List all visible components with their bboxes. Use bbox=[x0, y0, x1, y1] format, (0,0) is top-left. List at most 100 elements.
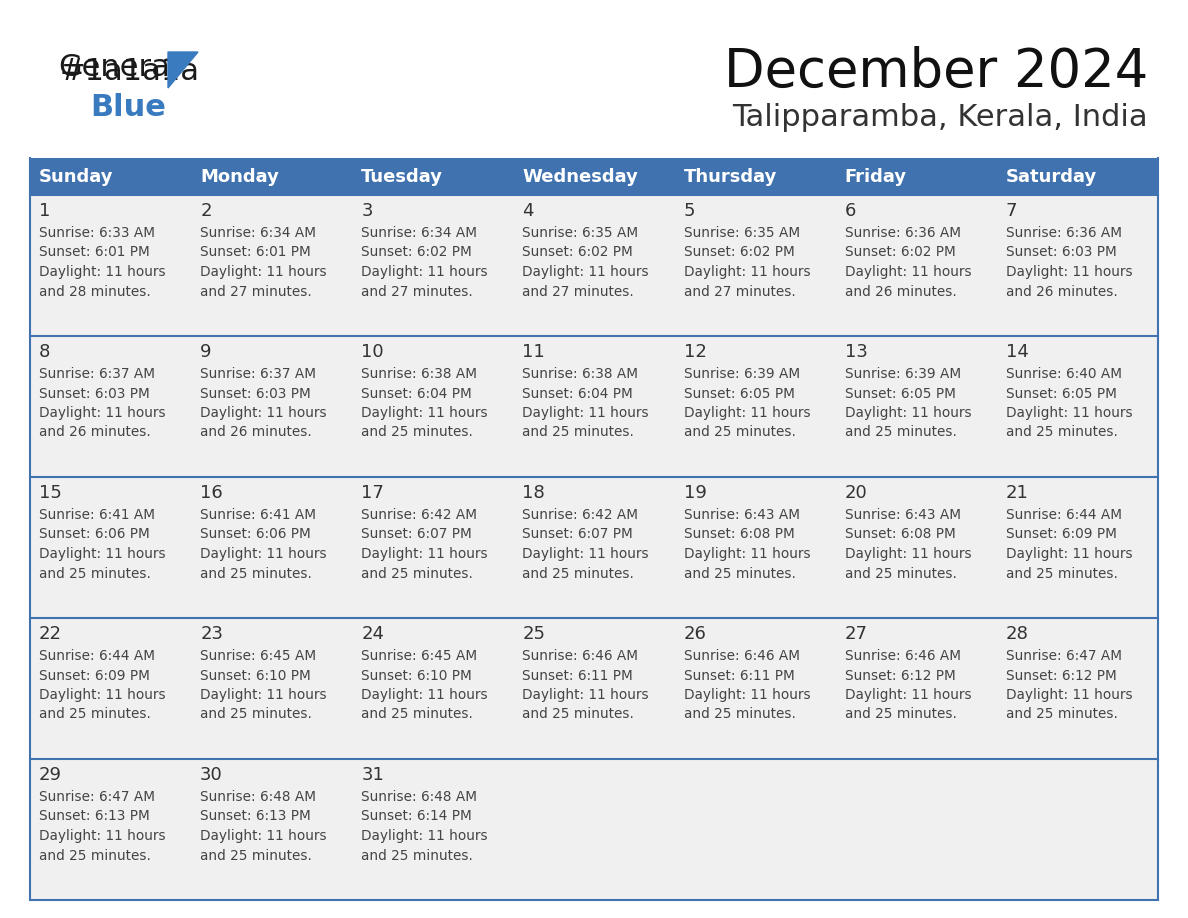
Text: 1: 1 bbox=[39, 202, 50, 220]
Text: Daylight: 11 hours: Daylight: 11 hours bbox=[523, 688, 649, 702]
Text: Sunrise: 6:43 AM: Sunrise: 6:43 AM bbox=[845, 508, 961, 522]
Text: Daylight: 11 hours: Daylight: 11 hours bbox=[361, 688, 488, 702]
Text: Sunrise: 6:37 AM: Sunrise: 6:37 AM bbox=[39, 367, 154, 381]
Bar bbox=[997, 336, 1158, 477]
Text: and 25 minutes.: and 25 minutes. bbox=[683, 426, 796, 440]
Text: and 25 minutes.: and 25 minutes. bbox=[39, 848, 151, 863]
Bar bbox=[835, 158, 997, 195]
Text: 14: 14 bbox=[1006, 343, 1029, 361]
Text: Sunset: 6:07 PM: Sunset: 6:07 PM bbox=[523, 528, 633, 542]
Text: Daylight: 11 hours: Daylight: 11 hours bbox=[200, 829, 327, 843]
Text: 9: 9 bbox=[200, 343, 211, 361]
Text: Daylight: 11 hours: Daylight: 11 hours bbox=[1006, 406, 1132, 420]
Text: Daylight: 11 hours: Daylight: 11 hours bbox=[361, 406, 488, 420]
Bar bbox=[997, 195, 1158, 336]
Text: General: General bbox=[58, 53, 178, 83]
Text: Sunrise: 6:37 AM: Sunrise: 6:37 AM bbox=[200, 367, 316, 381]
Text: Sunrise: 6:39 AM: Sunrise: 6:39 AM bbox=[683, 367, 800, 381]
Text: 3: 3 bbox=[361, 202, 373, 220]
Text: 8: 8 bbox=[39, 343, 50, 361]
Text: 13: 13 bbox=[845, 343, 867, 361]
Text: 25: 25 bbox=[523, 625, 545, 643]
Text: Sunset: 6:09 PM: Sunset: 6:09 PM bbox=[1006, 528, 1117, 542]
Text: and 26 minutes.: and 26 minutes. bbox=[1006, 285, 1118, 298]
Bar bbox=[513, 158, 675, 195]
Text: 6: 6 bbox=[845, 202, 857, 220]
Text: Sunset: 6:14 PM: Sunset: 6:14 PM bbox=[361, 810, 472, 823]
Bar bbox=[997, 618, 1158, 759]
Text: Daylight: 11 hours: Daylight: 11 hours bbox=[683, 547, 810, 561]
Text: Daylight: 11 hours: Daylight: 11 hours bbox=[200, 265, 327, 279]
Bar bbox=[835, 759, 997, 900]
Bar bbox=[513, 195, 675, 336]
Text: Sunrise: 6:41 AM: Sunrise: 6:41 AM bbox=[200, 508, 316, 522]
Text: Sunrise: 6:47 AM: Sunrise: 6:47 AM bbox=[39, 790, 154, 804]
Text: and 25 minutes.: and 25 minutes. bbox=[361, 708, 473, 722]
Text: 29: 29 bbox=[39, 766, 62, 784]
Text: 19: 19 bbox=[683, 484, 707, 502]
Text: 12: 12 bbox=[683, 343, 707, 361]
Text: Daylight: 11 hours: Daylight: 11 hours bbox=[200, 547, 327, 561]
Text: Sunset: 6:05 PM: Sunset: 6:05 PM bbox=[1006, 386, 1117, 400]
Text: and 25 minutes.: and 25 minutes. bbox=[523, 708, 634, 722]
Bar bbox=[675, 759, 835, 900]
Text: Sunset: 6:04 PM: Sunset: 6:04 PM bbox=[361, 386, 472, 400]
Text: Daylight: 11 hours: Daylight: 11 hours bbox=[39, 265, 165, 279]
Text: and 25 minutes.: and 25 minutes. bbox=[683, 708, 796, 722]
Text: and 25 minutes.: and 25 minutes. bbox=[845, 708, 956, 722]
Text: Daylight: 11 hours: Daylight: 11 hours bbox=[361, 829, 488, 843]
Text: Wednesday: Wednesday bbox=[523, 167, 638, 185]
Text: Sunrise: 6:39 AM: Sunrise: 6:39 AM bbox=[845, 367, 961, 381]
Text: and 26 minutes.: and 26 minutes. bbox=[845, 285, 956, 298]
Text: Daylight: 11 hours: Daylight: 11 hours bbox=[845, 265, 972, 279]
Bar bbox=[191, 336, 353, 477]
Bar bbox=[353, 336, 513, 477]
Text: Sunrise: 6:38 AM: Sunrise: 6:38 AM bbox=[361, 367, 478, 381]
Text: Sunrise: 6:42 AM: Sunrise: 6:42 AM bbox=[361, 508, 478, 522]
Bar bbox=[835, 618, 997, 759]
Text: and 25 minutes.: and 25 minutes. bbox=[845, 566, 956, 580]
Text: 11: 11 bbox=[523, 343, 545, 361]
Text: and 25 minutes.: and 25 minutes. bbox=[361, 566, 473, 580]
Text: Sunrise: 6:48 AM: Sunrise: 6:48 AM bbox=[200, 790, 316, 804]
Bar bbox=[353, 195, 513, 336]
Text: Sunset: 6:02 PM: Sunset: 6:02 PM bbox=[361, 245, 472, 260]
Text: Saturday: Saturday bbox=[1006, 167, 1097, 185]
Text: Sunrise: 6:43 AM: Sunrise: 6:43 AM bbox=[683, 508, 800, 522]
Text: Daylight: 11 hours: Daylight: 11 hours bbox=[1006, 265, 1132, 279]
Bar bbox=[835, 336, 997, 477]
Text: Sunset: 6:05 PM: Sunset: 6:05 PM bbox=[683, 386, 795, 400]
Text: Daylight: 11 hours: Daylight: 11 hours bbox=[845, 547, 972, 561]
Text: Daylight: 11 hours: Daylight: 11 hours bbox=[523, 265, 649, 279]
Text: Sunset: 6:06 PM: Sunset: 6:06 PM bbox=[200, 528, 311, 542]
Text: Sunset: 6:11 PM: Sunset: 6:11 PM bbox=[523, 668, 633, 682]
Polygon shape bbox=[168, 52, 198, 88]
Text: Sunset: 6:02 PM: Sunset: 6:02 PM bbox=[845, 245, 955, 260]
Text: Daylight: 11 hours: Daylight: 11 hours bbox=[39, 688, 165, 702]
Text: Sunset: 6:13 PM: Sunset: 6:13 PM bbox=[39, 810, 150, 823]
Text: 4: 4 bbox=[523, 202, 533, 220]
Text: Sunset: 6:02 PM: Sunset: 6:02 PM bbox=[523, 245, 633, 260]
Bar bbox=[675, 158, 835, 195]
Text: Daylight: 11 hours: Daylight: 11 hours bbox=[1006, 688, 1132, 702]
Bar bbox=[835, 195, 997, 336]
Text: Talipparamba, Kerala, India: Talipparamba, Kerala, India bbox=[732, 104, 1148, 132]
Text: Sunset: 6:01 PM: Sunset: 6:01 PM bbox=[39, 245, 150, 260]
Text: Sunset: 6:03 PM: Sunset: 6:03 PM bbox=[39, 386, 150, 400]
Text: Sunset: 6:09 PM: Sunset: 6:09 PM bbox=[39, 668, 150, 682]
Text: Sunrise: 6:40 AM: Sunrise: 6:40 AM bbox=[1006, 367, 1121, 381]
Bar bbox=[513, 759, 675, 900]
Text: and 26 minutes.: and 26 minutes. bbox=[39, 426, 151, 440]
Text: and 25 minutes.: and 25 minutes. bbox=[1006, 426, 1118, 440]
Text: Sunset: 6:01 PM: Sunset: 6:01 PM bbox=[200, 245, 311, 260]
Bar bbox=[30, 158, 191, 195]
Text: Daylight: 11 hours: Daylight: 11 hours bbox=[845, 406, 972, 420]
Bar bbox=[353, 618, 513, 759]
Text: Thursday: Thursday bbox=[683, 167, 777, 185]
Text: Sunrise: 6:34 AM: Sunrise: 6:34 AM bbox=[200, 226, 316, 240]
Text: Sunrise: 6:45 AM: Sunrise: 6:45 AM bbox=[361, 649, 478, 663]
Text: Sunset: 6:02 PM: Sunset: 6:02 PM bbox=[683, 245, 795, 260]
Text: Daylight: 11 hours: Daylight: 11 hours bbox=[523, 406, 649, 420]
Bar bbox=[30, 618, 191, 759]
Text: and 28 minutes.: and 28 minutes. bbox=[39, 285, 151, 298]
